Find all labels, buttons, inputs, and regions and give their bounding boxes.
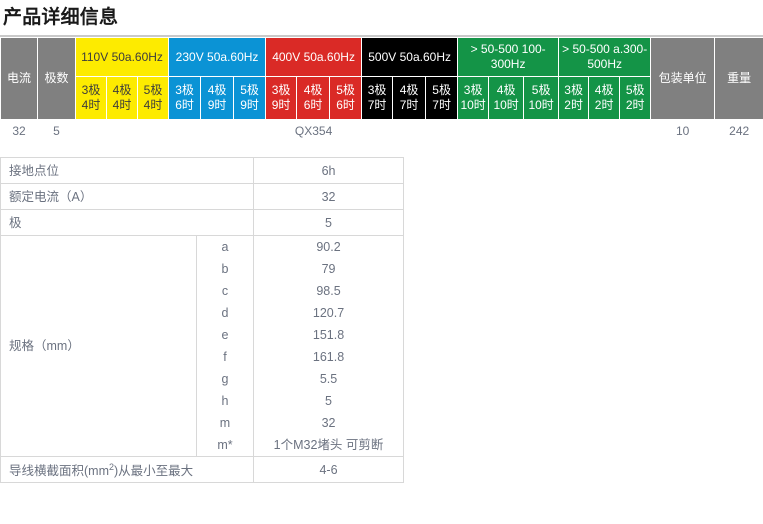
value-rated-current: 32: [253, 183, 405, 210]
group-header-500v: 500V 50a.60Hz: [361, 37, 459, 77]
header-current: 电流: [0, 37, 38, 120]
sub-500v-4p: 4极 7时: [392, 76, 427, 120]
group-header-110v: 110V 50a.60Hz: [74, 37, 170, 77]
sub-400v-3p: 3极 9时: [265, 76, 298, 120]
group-name-110v: 110V: [81, 49, 109, 64]
dim-value-b: 79: [321, 262, 336, 276]
group-name-400v: 400V: [272, 49, 301, 64]
sub-110v-4p: 4极 4时: [106, 76, 138, 120]
wire-label-post: )从最小至最大: [114, 464, 194, 479]
voltage-group-header-row: 电流 极数 110V 50a.60Hz 230V 50a.60Hz 400V 5…: [0, 37, 763, 120]
sub-500v-3p: 3极 7时: [361, 76, 394, 120]
group-header-230v: 230V 50a.60Hz: [168, 37, 267, 77]
label-wire-cross-section: 导线横截面积(mm2)从最小至最大: [0, 456, 255, 483]
wire-label-sup: 2: [109, 462, 115, 473]
sub-110v-5p: 5极 4时: [136, 76, 170, 120]
dim-value-a: 90.2: [316, 240, 341, 254]
dim-key-c: c: [221, 284, 229, 298]
dim-key-a: a: [221, 240, 229, 254]
dim-value-m: 32: [321, 416, 336, 430]
dim-key-g: g: [221, 372, 229, 386]
voltage-sub-header-row: 3极 4时 4极 4时 5极 4时 3极 6时 4极 9时 5极 9时 3极 9时 4极 6时 …: [1, 76, 763, 120]
group-freq-110v: 50a.60Hz: [111, 49, 163, 64]
value-poles: 5: [253, 209, 405, 236]
dimension-keys-column: a b c d e f g h m m*: [195, 235, 255, 457]
label-poles: 极: [0, 209, 255, 236]
dim-value-d: 120.7: [312, 306, 345, 320]
page-title: 产品详细信息: [3, 7, 119, 28]
cell-300-500hz-value: [558, 119, 652, 143]
dim-key-d: d: [221, 306, 229, 320]
dim-key-b: b: [221, 262, 229, 276]
label-rated-current: 额定电流（A）: [0, 183, 255, 210]
table-row: 32 5 QX354 10 242: [0, 119, 763, 143]
dim-key-m: m: [219, 416, 231, 430]
sub-500v-5p: 5极 7时: [425, 76, 459, 120]
cell-pack-unit: 10: [650, 119, 716, 143]
dimension-values-table: 90.2 79 98.5 120.7 151.8 161.8 5.5 5 32 …: [262, 236, 395, 456]
group-header-100-300hz: > 50-500 100-300Hz: [457, 37, 560, 77]
group-name-230v: 230V: [175, 49, 204, 64]
dim-value-f: 161.8: [312, 350, 345, 364]
cell-500v-value: [361, 119, 459, 143]
value-wire-cross-section: 4-6: [253, 456, 405, 483]
sub-300-500hz-3p: 3极 2时: [558, 76, 590, 120]
dim-key-e: e: [221, 328, 229, 342]
dim-key-m-star: m*: [217, 438, 233, 452]
group-freq-300-500hz: a.300-500Hz: [587, 42, 648, 71]
voltage-spec-table: 电流 极数 110V 50a.60Hz 230V 50a.60Hz 400V 5…: [0, 37, 763, 143]
dimension-values-column: 90.2 79 98.5 120.7 151.8 161.8 5.5 5 32 …: [253, 235, 405, 457]
value-grounding-position: 6h: [253, 157, 405, 184]
sub-100-300hz-5p: 5极 10时: [523, 76, 560, 120]
dim-value-h: 5: [325, 394, 332, 408]
dim-key-h: h: [221, 394, 229, 408]
sub-110v-3p: 3极 4时: [75, 76, 107, 120]
cell-230v-value: [168, 119, 267, 143]
detail-spec-table: 接地点位 6h 额定电流（A） 32 极 5 规格（mm） a b c d e …: [0, 157, 405, 483]
dim-value-e: 151.8: [312, 328, 345, 342]
group-freq-100-300hz: 100-300Hz: [490, 42, 546, 71]
sub-300-500hz-5p: 5极 2时: [619, 76, 652, 120]
header-pack-unit: 包装单位: [650, 37, 716, 120]
group-freq-400v: 50a.60Hz: [303, 49, 355, 64]
header-weight: 重量: [714, 37, 763, 120]
sub-230v-5p: 5极 9时: [233, 76, 267, 120]
header-poles: 极数: [37, 37, 76, 120]
cell-current: 32: [0, 119, 38, 143]
sub-230v-3p: 3极 6时: [168, 76, 202, 120]
dim-value-m-star: 1个M32堵头 可剪断: [273, 438, 384, 452]
wire-label-pre: 导线横截面积(mm: [9, 464, 109, 479]
dim-value-g: 5.5: [319, 372, 338, 386]
cell-400v-value: QX354: [265, 119, 363, 143]
group-name-500v: 500V: [368, 49, 397, 64]
group-header-400v: 400V 50a.60Hz: [265, 37, 363, 77]
sub-230v-4p: 4极 9时: [200, 76, 235, 120]
sub-300-500hz-4p: 4极 2时: [588, 76, 621, 120]
group-freq-230v: 50a.60Hz: [207, 49, 259, 64]
table-row: 接地点位 6h: [0, 157, 405, 184]
group-name-300-500hz: > 50-500: [562, 42, 610, 56]
cell-110v-value: [74, 119, 170, 143]
dim-key-f: f: [223, 350, 227, 364]
group-header-300-500hz: > 50-500 a.300-500Hz: [558, 37, 652, 77]
cell-100-300hz-value: [457, 119, 560, 143]
table-row: 额定电流（A） 32: [0, 183, 405, 210]
table-row-dimensions: 规格（mm） a b c d e f g h m m* 90.2: [0, 235, 405, 457]
label-dimensions: 规格（mm）: [0, 235, 197, 457]
group-freq-500v: 50a.60Hz: [399, 49, 451, 64]
dimension-keys-table: a b c d e f g h m m*: [205, 236, 245, 456]
cell-poles: 5: [37, 119, 76, 143]
dim-value-c: 98.5: [316, 284, 341, 298]
label-grounding-position: 接地点位: [0, 157, 255, 184]
table-row: 极 5: [0, 209, 405, 236]
title-divider: [0, 35, 763, 37]
group-name-100-300hz: > 50-500: [470, 42, 519, 56]
sub-100-300hz-3p: 3极 10时: [457, 76, 490, 120]
sub-100-300hz-4p: 4极 10时: [488, 76, 525, 120]
cell-weight: 242: [714, 119, 763, 143]
sub-400v-5p: 5极 6时: [329, 76, 363, 120]
sub-400v-4p: 4极 6时: [296, 76, 331, 120]
table-row: 导线横截面积(mm2)从最小至最大 4-6: [0, 456, 405, 483]
